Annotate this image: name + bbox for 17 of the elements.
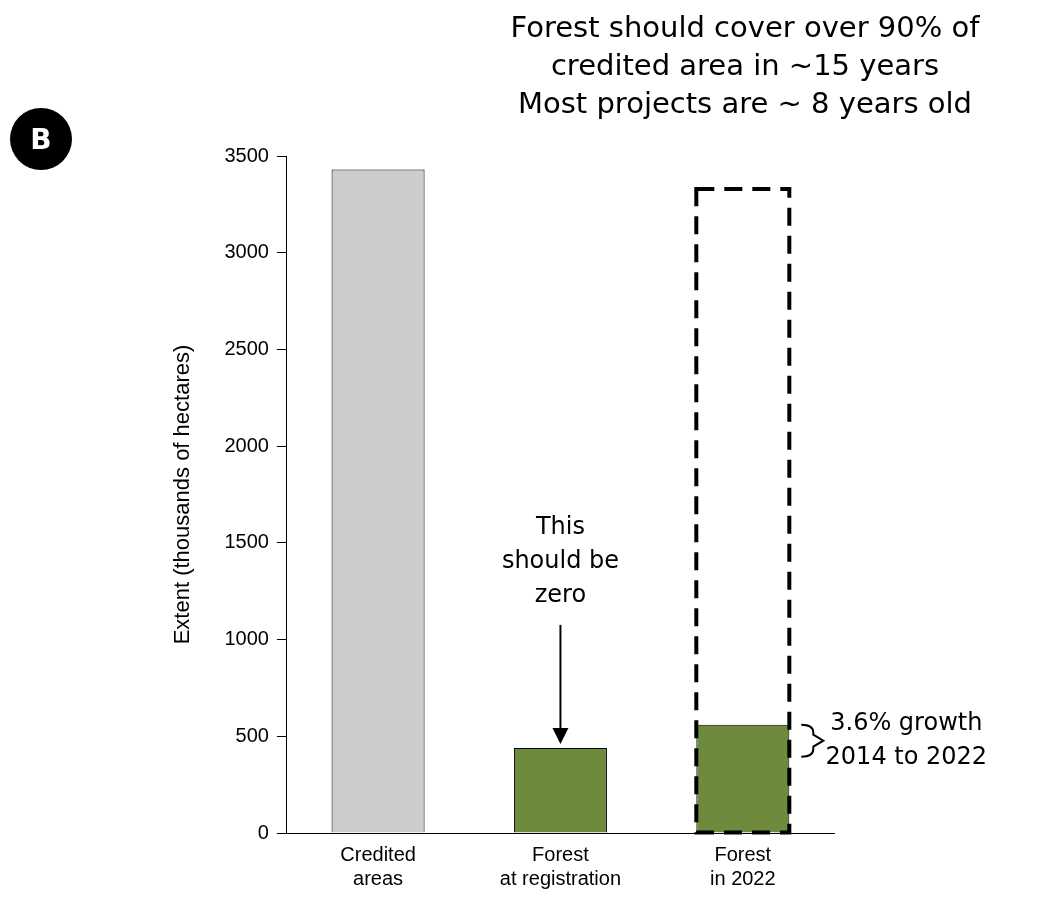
- y-axis-title: Extent (thousands of hectares): [169, 344, 195, 645]
- x-tick-label: Credited areas: [340, 842, 416, 889]
- y-tick-label: 1500: [224, 530, 269, 553]
- panel-badge-icon: B: [10, 108, 72, 170]
- y-tick-label: 2000: [224, 433, 269, 456]
- y-tick-label: 2500: [224, 336, 269, 359]
- chart-title: Forest should cover over 90% of credited area in ~15 years: [510, 10, 980, 82]
- y-tick-label: 500: [235, 723, 269, 746]
- y-tick-label: 0: [257, 820, 269, 843]
- chart-subtitle: Most projects are ~ 8 years old: [518, 86, 972, 120]
- x-tick-label: Forest in 2022: [710, 842, 776, 889]
- y-tick-label: 3500: [224, 143, 269, 166]
- y-tick-label: 3000: [224, 240, 269, 263]
- x-tick-label: Forest at registration: [499, 842, 622, 889]
- y-tick-label: 1000: [224, 627, 269, 650]
- annotation: This should be zero: [501, 512, 620, 609]
- annotation: 3.6% growth 2014 to 2022: [825, 707, 988, 770]
